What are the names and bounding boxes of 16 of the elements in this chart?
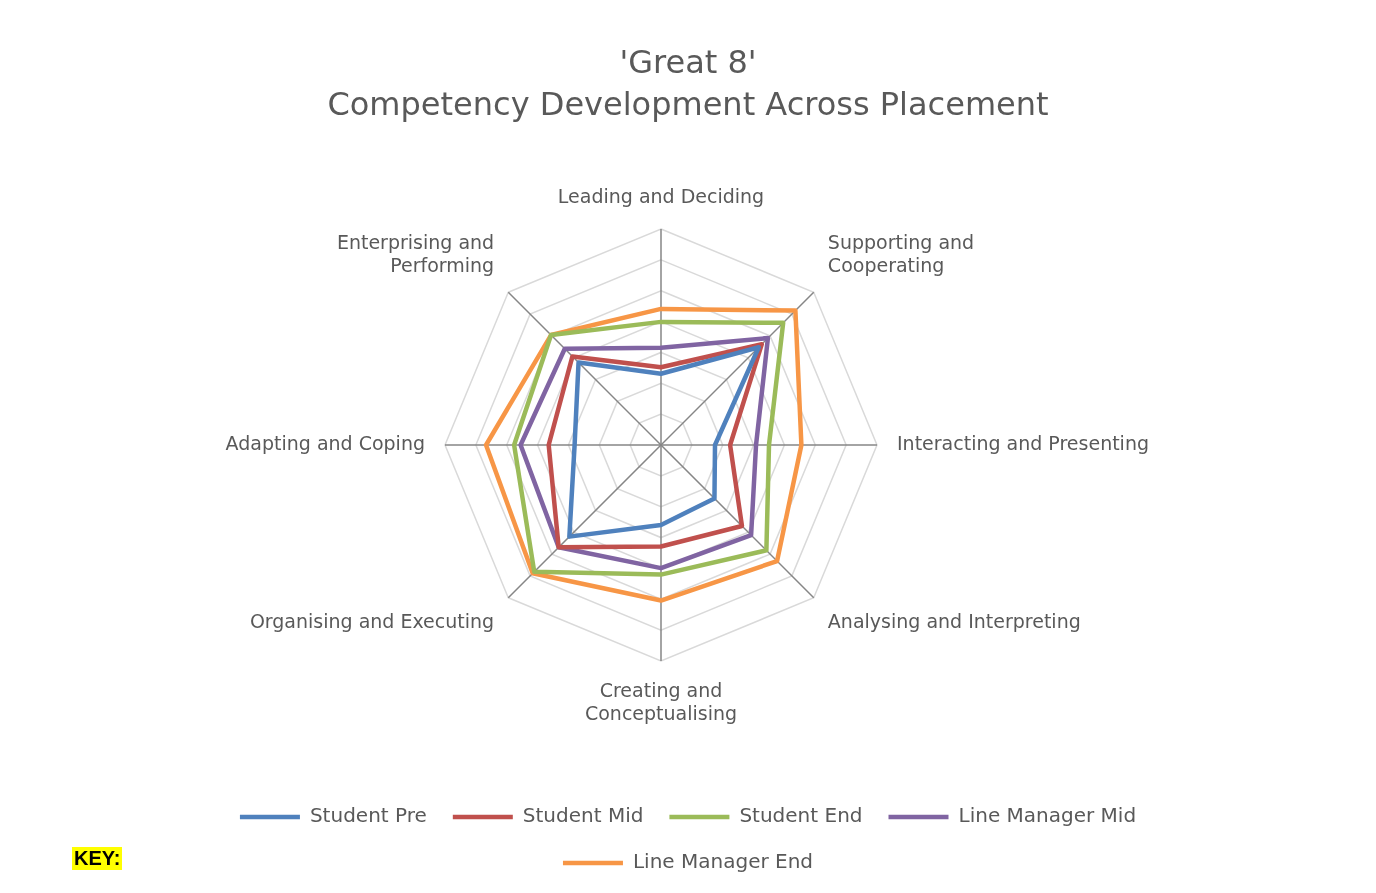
legend-label: Line Manager Mid (958, 803, 1137, 828)
spoke-label: Interacting and Presenting (896, 431, 1150, 454)
legend-label: Student Pre (309, 803, 427, 828)
chart-subtitle: Competency Development Across Placement (327, 84, 1049, 123)
spoke-label: Enterprising and Performing (336, 230, 495, 276)
spoke-label: Leading and Deciding (557, 184, 765, 207)
legend-label: Student Mid (522, 803, 644, 828)
spoke-label: Organising and Executing (249, 610, 495, 633)
text: KEY: (72, 847, 123, 870)
legend-label: Student End (739, 803, 863, 828)
spoke-label: Adapting and Coping (225, 431, 426, 454)
spoke-label: Creating and Conceptualising (584, 679, 738, 725)
chart-title: 'Great 8' (619, 42, 757, 81)
spoke-label: Analysing and Interpreting (827, 610, 1081, 633)
spoke-label: Supporting and Cooperating (827, 230, 975, 276)
legend-label: Line Manager End (632, 849, 814, 874)
